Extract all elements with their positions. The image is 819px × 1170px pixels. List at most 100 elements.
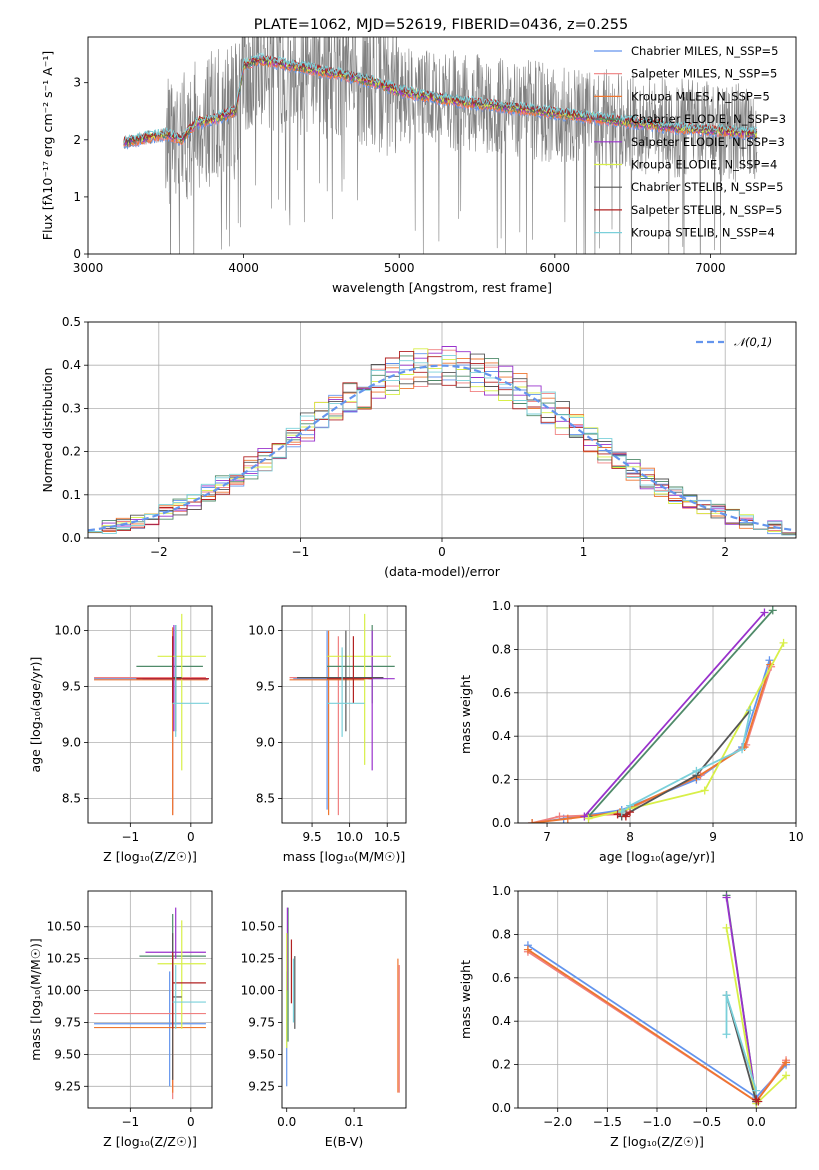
legend-label: Kroupa MILES, N_SSP=5 <box>631 89 770 103</box>
x-tick-label: 9 <box>709 830 717 844</box>
y-tick-label: 0.6 <box>492 686 511 700</box>
axes-frame <box>87 605 213 824</box>
x-tick-label: −2.0 <box>543 1115 572 1129</box>
legend-label: Chabrier MILES, N_SSP=5 <box>631 44 778 58</box>
data-point-marker <box>700 786 709 795</box>
y-tick-label: 9.50 <box>54 1047 81 1061</box>
y-tick-label: 8.5 <box>256 791 275 805</box>
panel-spectrum: 3000 4000 5000 6000 7000 0 1 2 3 wavelength [Angs… <box>40 36 797 295</box>
y-tick-label: 0.2 <box>492 773 511 787</box>
legend-label: Salpeter MILES, N_SSP=5 <box>631 67 777 81</box>
y-tick-label: 0.4 <box>492 729 511 743</box>
data-point-marker <box>738 745 747 754</box>
y-tick-label: 0.4 <box>492 1014 511 1028</box>
x-tick-label: 2 <box>721 545 729 559</box>
x-tick-label: 3000 <box>73 261 104 275</box>
error-cross <box>172 965 206 1029</box>
x-tick-label: 0 <box>438 545 446 559</box>
x-axis-label: Z [log₁₀(Z/Z☉)] <box>103 1134 197 1149</box>
error-cross <box>172 952 206 1029</box>
y-tick-label: 1 <box>73 190 81 204</box>
panel-residuals: −2 −1 0 1 2 0.0 0.1 0.2 0.3 0.4 0.5 (data-model)/er… <box>40 315 797 579</box>
y-tick-label: 10.25 <box>47 952 81 966</box>
x-tick-label: −1 <box>121 1115 139 1129</box>
x-axis-label: Z [log₁₀(Z/Z☉)] <box>610 1134 704 1149</box>
x-tick-label: 10 <box>788 830 803 844</box>
x-tick-label: 5000 <box>384 261 415 275</box>
y-tick-label: 1.0 <box>492 599 511 613</box>
y-tick-label: 0.5 <box>62 315 81 329</box>
panel-mass-vs-ebv: 0.0 0.1 9.25 9.50 9.75 10.00 10.25 10.50 E(B-V) <box>241 890 407 1149</box>
legend-label: Kroupa STELIB, N_SSP=4 <box>631 226 775 240</box>
axes-frame <box>87 321 797 539</box>
plot-area <box>88 346 796 536</box>
y-axis-label: Flux [fλ10⁻¹⁷ erg cm⁻² s⁻¹ A⁻¹] <box>40 51 55 240</box>
error-cross <box>157 920 206 1029</box>
y-tick-label: 8.5 <box>62 791 81 805</box>
error-cross <box>94 630 209 810</box>
plot-area <box>94 613 209 816</box>
data-point-marker <box>528 819 537 823</box>
data-point-marker <box>621 812 630 821</box>
error-cross <box>327 625 395 704</box>
histogram-step-line <box>88 355 796 536</box>
y-tick-label: 2 <box>73 133 81 147</box>
y-tick-label: 0.8 <box>492 927 511 941</box>
plot-area <box>123 37 758 254</box>
series-line <box>583 611 766 818</box>
x-tick-label: 0 <box>187 830 195 844</box>
data-point-marker <box>779 638 788 647</box>
axes-frame <box>517 605 797 824</box>
y-tick-label: 3 <box>73 76 81 90</box>
y-tick-label: 0.3 <box>62 401 81 415</box>
legend-label: Kroupa ELODIE, N_SSP=4 <box>631 158 777 172</box>
data-point-marker <box>782 1058 791 1067</box>
y-tick-label: 9.0 <box>256 735 275 749</box>
x-tick-label: −1.0 <box>642 1115 671 1129</box>
y-tick-label: 0.6 <box>492 971 511 985</box>
x-tick-label: 6000 <box>540 261 571 275</box>
x-tick-label: 8 <box>626 830 634 844</box>
x-tick-label: 4000 <box>228 261 259 275</box>
gaussian-curve <box>88 364 794 532</box>
y-tick-label: 9.5 <box>256 680 275 694</box>
y-tick-label: 10.50 <box>47 920 81 934</box>
y-tick-label: 9.25 <box>248 1079 275 1093</box>
legend-label: Chabrier STELIB, N_SSP=5 <box>631 180 783 194</box>
x-axis-label: (data-model)/error <box>384 564 501 579</box>
data-point-marker <box>580 812 589 821</box>
series-line <box>621 710 752 813</box>
y-axis-label: Normed distribution <box>40 368 55 493</box>
error-cross <box>94 971 206 1087</box>
panel-age-vs-mass: 9.5 10.0 10.5 8.5 9.0 9.5 10.0 mass [log₁₀(M/M☉… <box>248 605 407 864</box>
x-tick-label: −1.5 <box>593 1115 622 1129</box>
error-cross <box>94 952 206 1100</box>
data-point-marker <box>626 801 635 810</box>
x-tick-label: −2 <box>150 545 168 559</box>
error-cross <box>145 907 206 959</box>
data-point-marker <box>722 923 731 932</box>
x-axis-label: mass [log₁₀(M/M☉)] <box>283 849 405 864</box>
error-cross <box>172 625 209 737</box>
axes-frame <box>281 605 407 824</box>
data-point-marker <box>563 814 572 823</box>
error-cross <box>327 636 373 704</box>
y-axis-label: age [log₁₀(age/yr)] <box>28 657 43 773</box>
data-point-marker <box>782 1071 791 1080</box>
plot-area <box>286 907 400 1093</box>
data-point-marker <box>722 1030 731 1039</box>
x-axis-label: Z [log₁₀(Z/Z☉)] <box>103 849 197 864</box>
error-cross <box>172 933 182 1080</box>
panel-mass-vs-Z: −1 0 9.25 9.50 9.75 10.00 10.25 10.50 Z [log₁₀(Z… <box>28 890 213 1149</box>
x-axis-label: E(B-V) <box>325 1134 364 1149</box>
data-point-marker <box>752 1086 761 1095</box>
y-tick-label: 10.0 <box>248 624 275 638</box>
y-tick-label: 9.5 <box>62 680 81 694</box>
axes-frame <box>87 890 213 1109</box>
plot-area <box>528 606 788 823</box>
x-tick-label: 10.5 <box>374 830 401 844</box>
data-point-marker <box>722 893 731 902</box>
figure-title: PLATE=1062, MJD=52619, FIBERID=0436, z=0… <box>254 17 628 33</box>
